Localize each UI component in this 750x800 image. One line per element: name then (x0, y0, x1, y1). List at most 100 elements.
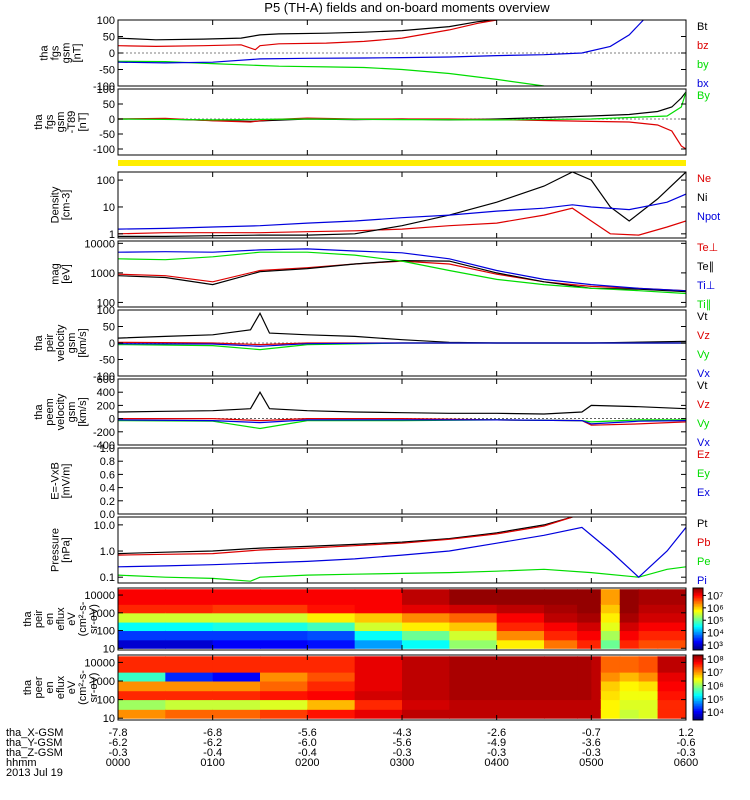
colorbar-cell (693, 629, 703, 632)
y-axis-label: E=-VxB[mV/m] (50, 462, 73, 500)
x-axis-value: 0500 (579, 757, 603, 769)
heatmap-cell (638, 671, 659, 682)
series-Ni (118, 172, 686, 237)
heatmap-cell (544, 699, 578, 710)
y-tick-label: -400 (93, 440, 115, 452)
figure-title: P5 (TH-A) fields and on-board moments ov… (264, 0, 550, 15)
colorbar-cell (693, 681, 703, 684)
y-tick-label: 0.6 (100, 469, 115, 481)
heatmap-cell (307, 708, 356, 719)
heatmap-cell (619, 630, 640, 641)
y-tick-label: 200 (97, 400, 115, 412)
colorbar-cell (693, 682, 703, 685)
colorbar-cell (693, 631, 703, 634)
heatmap-cell (496, 708, 545, 719)
heatmap-cell (449, 671, 498, 682)
heatmap-cell (118, 699, 166, 710)
heatmap-cell (402, 630, 450, 641)
legend-entry-bx: bx (697, 78, 709, 90)
y-tick-label: 0.8 (100, 456, 115, 468)
y-tick-label: 100 (97, 297, 115, 309)
colorbar-tick-label: 10⁵ (707, 694, 724, 706)
colorbar-cell (693, 702, 703, 705)
x-axis-value: -0.7 (582, 727, 601, 739)
legend-entry-Te∥: Te∥ (697, 261, 714, 273)
heatmap-cell (619, 621, 640, 632)
colorbar-cell (693, 676, 703, 679)
x-axis-value: -6.2 (203, 737, 222, 749)
colorbar-frame (692, 587, 704, 651)
legend-fgs: Bt bz by bx (697, 21, 709, 90)
colorbar-cell (693, 632, 703, 635)
date-label: 2013 Jul 19 (6, 767, 63, 779)
heatmap-cell (544, 639, 578, 649)
series-Te⊥ (118, 260, 686, 292)
series-Ti⊥ (118, 248, 686, 292)
heatmap-peir-spec (118, 589, 686, 649)
panel-peer-spec: 10⁸10⁷10⁶10⁵10⁴10000100010010thapeerenef… (22, 654, 724, 725)
y-axis-label-line: [nPa] (61, 537, 73, 563)
heatmap-cell (354, 603, 403, 614)
heatmap-cell (449, 589, 498, 605)
legend-entry-Te⊥: Te⊥ (697, 242, 718, 254)
y-axis-label-line: eflux (55, 675, 67, 699)
legend-entry-Vx: Vx (697, 437, 710, 449)
heatmap-cell (354, 589, 403, 605)
panel-pressure: 10.0 1.0 0.1 Pressure[nPa] Pt Pb Pe Pi (50, 516, 710, 587)
heatmap-cell (619, 690, 640, 701)
panel-exb: 1.00.80.6 0.40.20.0 E=-VxB[mV/m] Ez Ey Ex (50, 443, 711, 521)
colorbar-cell (693, 663, 703, 666)
heatmap-cell (496, 639, 545, 649)
colorbar-cell (693, 656, 703, 659)
heatmap-cell (577, 612, 592, 623)
heatmap-cell (600, 630, 621, 641)
heatmap-cell (165, 589, 214, 605)
heatmap-cell (354, 690, 403, 701)
legend-entry-Ni: Ni (697, 192, 707, 204)
legend-pressure: Pt Pb Pe Pi (697, 518, 710, 587)
series-group-fgs (118, 20, 644, 86)
y-axis-label-line: mag (50, 263, 62, 284)
legend-exb: Ez Ey Ex (697, 449, 710, 499)
heatmap-cell (577, 708, 592, 719)
y-axis-label-line: velocity (55, 324, 67, 361)
heatmap-cell (544, 612, 578, 623)
heatmap-cell (354, 612, 403, 623)
x-axis-row-label: hhmm (6, 757, 37, 769)
colorbar-cell (693, 703, 703, 706)
heatmap-cell (402, 603, 450, 614)
heatmap-cell (577, 690, 592, 701)
colorbar-tick-label: 10⁸ (707, 654, 724, 666)
colorbar-cell (693, 601, 703, 604)
x-axis-value: 0000 (106, 757, 130, 769)
colorbar-cell (693, 659, 703, 662)
heatmap-cell (402, 671, 450, 682)
panel-temp: 10000 1000 100 mag[eV] Te⊥ Te∥ Ti⊥ Ti∥ (50, 238, 719, 311)
panel-peir-vel: 100500-50-100thapeirvelocitygsm[km/s]VtV… (33, 305, 710, 383)
heatmap-cell (496, 589, 545, 605)
heatmap-cell (402, 680, 450, 692)
heatmap-cell (307, 603, 356, 614)
colorbar-cell (693, 605, 703, 608)
heatmap-cell (260, 671, 308, 682)
heatmap-cell (354, 656, 403, 673)
legend-entry-Pt: Pt (697, 518, 707, 530)
legend-entry-by: by (697, 59, 709, 71)
y-tick-label: -50 (99, 129, 115, 141)
legend-entry-Pe: Pe (697, 556, 710, 568)
y-axis-label: thapeerenefluxeV(cm²-s-sr-eV) (22, 670, 100, 705)
heatmap-cell (591, 708, 602, 719)
heatmap-cell (118, 630, 166, 641)
series-Pb (118, 517, 573, 556)
colorbar-cell (693, 603, 703, 606)
heatmap-cell (591, 690, 602, 701)
heatmap-cell (657, 639, 686, 649)
colorbar-cell (693, 685, 703, 688)
y-tick-label: 50 (103, 32, 115, 44)
colorbar-cell (693, 713, 703, 716)
heatmap-cell (600, 680, 621, 692)
x-axis-value: 0400 (484, 757, 508, 769)
legend-peir-vel: Vt Vz Vy Vx (697, 311, 710, 380)
heatmap-cell (307, 621, 356, 632)
